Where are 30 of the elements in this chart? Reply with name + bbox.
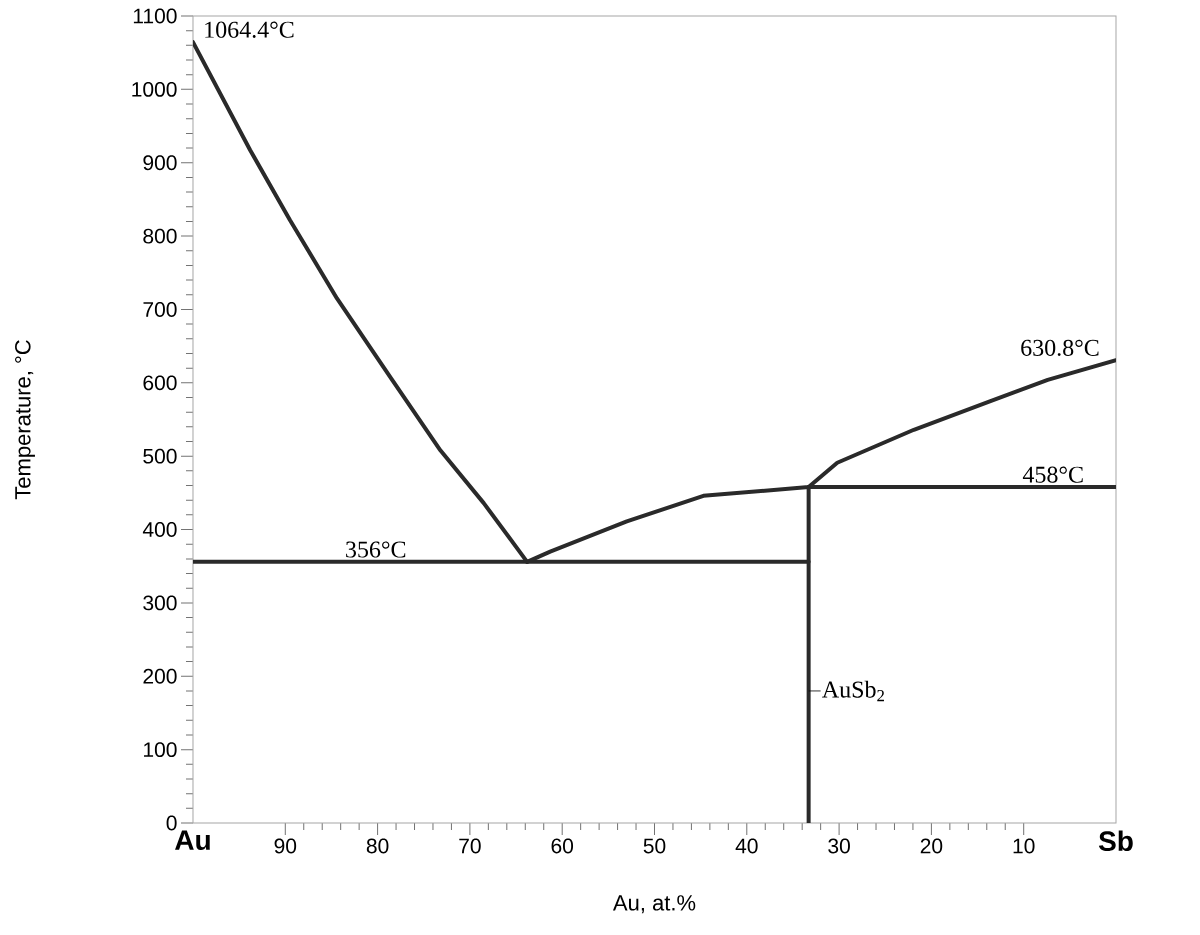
y-tick-label: 400 <box>142 522 177 537</box>
annotation: 356°C <box>346 541 406 558</box>
y-tick-label: 900 <box>143 155 177 171</box>
y-tick-label: 100 <box>144 742 177 758</box>
annotation: AuSb$_{2}$ <box>822 680 884 702</box>
x-tick-label: Sb <box>1098 830 1133 852</box>
y-tick-label: 700 <box>143 302 177 317</box>
x-axis-title: Au, at.% <box>612 895 696 914</box>
y-tick-label: 1100 <box>133 8 177 24</box>
x-tick-label: 60 <box>551 838 574 854</box>
y-tick-label: 500 <box>143 448 177 464</box>
y-tick-label: 600 <box>143 375 177 391</box>
y-tick-label: 0 <box>166 815 177 831</box>
y-tick-label: 200 <box>143 668 177 684</box>
x-tick-label: 70 <box>459 838 481 854</box>
y-tick-label: 800 <box>143 228 177 244</box>
x-tick-label: 10 <box>1013 838 1035 854</box>
x-tick-label: 50 <box>643 838 666 854</box>
x-tick-label: 90 <box>274 838 297 854</box>
y-axis-title: Temperature, °C <box>15 340 35 500</box>
x-tick-label: 30 <box>828 838 850 854</box>
annotation: 1064.4°C <box>205 21 294 38</box>
x-tick-label: 20 <box>920 838 943 854</box>
x-tick-label: 40 <box>735 838 758 854</box>
y-tick-label: 1000 <box>132 81 177 97</box>
annotation: 630.8°C <box>1021 339 1099 357</box>
annotation: 458°C <box>1022 466 1083 483</box>
x-tick-label: 80 <box>366 838 389 854</box>
y-tick-label: 300 <box>143 595 177 611</box>
x-tick-label: Au <box>175 830 210 851</box>
